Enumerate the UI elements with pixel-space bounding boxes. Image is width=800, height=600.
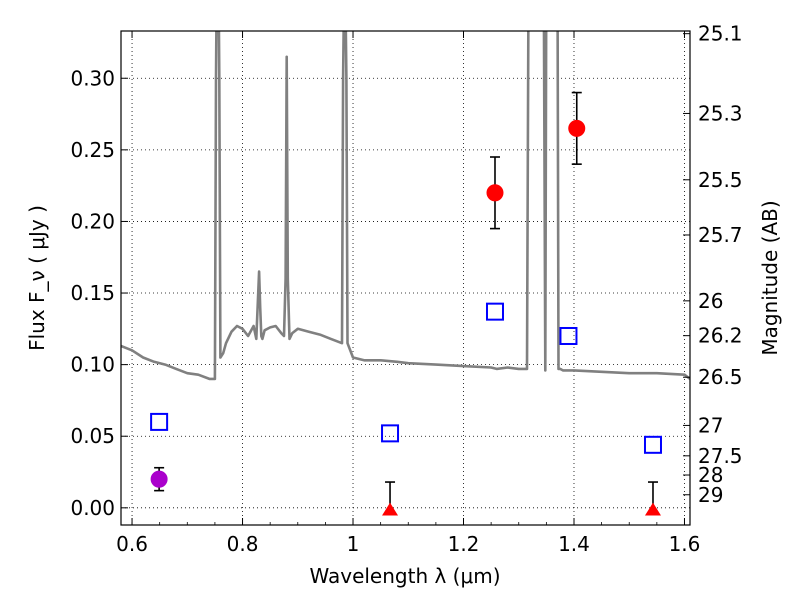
y-tick-label: 0.10 bbox=[70, 353, 115, 377]
model-point-square bbox=[150, 412, 169, 431]
model-point-square bbox=[643, 435, 662, 454]
x-axis-title: Wavelength λ (μm) bbox=[309, 564, 500, 588]
points-layer bbox=[150, 91, 662, 516]
y-tick-label: 0.30 bbox=[70, 66, 115, 90]
mag-tick-label: 26.2 bbox=[698, 324, 743, 348]
y-tick-label: 0.15 bbox=[70, 281, 115, 305]
x-tick-label: 1.2 bbox=[448, 532, 480, 556]
y-tick-label: 0.05 bbox=[70, 424, 115, 448]
mag-tick-label: 25.3 bbox=[698, 101, 743, 125]
data-point-circle bbox=[150, 470, 168, 488]
model-point-square bbox=[381, 424, 400, 443]
mag-tick-label: 28 bbox=[698, 463, 723, 487]
mag-tick-label: 29 bbox=[698, 483, 723, 507]
upper-limit-triangle bbox=[644, 502, 661, 516]
x-tick-label: 1 bbox=[347, 532, 360, 556]
sed-layer bbox=[121, 31, 690, 381]
grid bbox=[121, 31, 690, 525]
mag-tick-label: 25.1 bbox=[698, 22, 743, 46]
data-point-circle bbox=[486, 184, 504, 202]
mag-tick-label: 27.5 bbox=[698, 444, 743, 468]
mag-tick-label: 25.7 bbox=[698, 223, 743, 247]
x-tick-label: 1.6 bbox=[669, 532, 701, 556]
y2-axis-title: Magnitude (AB) bbox=[758, 200, 782, 355]
upper-limit-triangle bbox=[382, 502, 399, 516]
mag-tick-label: 25.5 bbox=[698, 168, 743, 192]
mag-tick-label: 26.5 bbox=[698, 365, 743, 389]
axis-ticks: 0.6 0.8 1 1.2 1.4 1.6 0.00 0.05 0.10 0.15 0.20 0.25… bbox=[70, 22, 742, 556]
y-tick-label: 0.25 bbox=[70, 138, 115, 162]
plot-frame bbox=[120, 30, 691, 526]
x-tick-label: 0.8 bbox=[227, 532, 259, 556]
model-point-square bbox=[485, 302, 504, 321]
mag-tick-label: 26 bbox=[698, 289, 723, 313]
x-tick-label: 1.4 bbox=[558, 532, 590, 556]
data-point-circle bbox=[568, 119, 586, 137]
y-tick-label: 0.20 bbox=[70, 209, 115, 233]
sed-template-line bbox=[121, 31, 690, 381]
model-point-square bbox=[559, 326, 578, 345]
x-tick-label: 0.6 bbox=[116, 532, 148, 556]
mag-tick-label: 27 bbox=[698, 413, 723, 437]
y-axis-title: Flux F_ν ( μJy ) bbox=[25, 205, 49, 351]
y-tick-label: 0.00 bbox=[70, 496, 115, 520]
